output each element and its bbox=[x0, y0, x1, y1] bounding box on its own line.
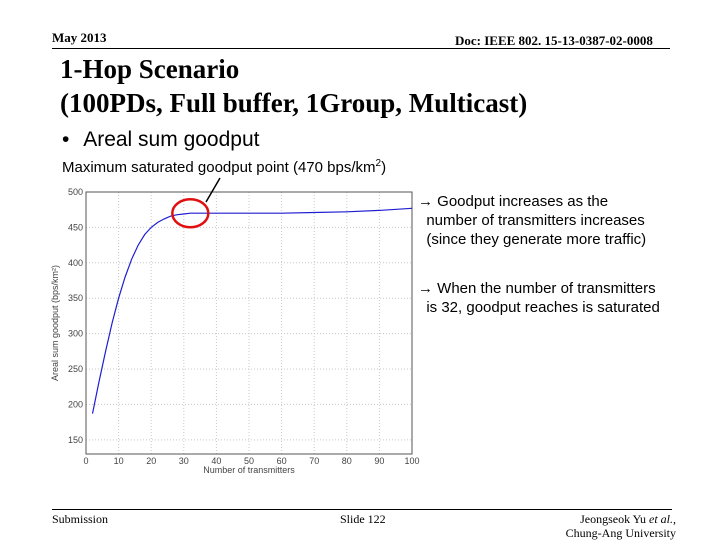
arrow-icon: → bbox=[418, 193, 433, 210]
x-tick-labels: 0 10 20 30 40 50 60 70 80 90 100 bbox=[83, 456, 419, 466]
annotation-goodput-increase-text: Goodput increases as the number of trans… bbox=[426, 193, 647, 248]
saturation-note-sup: 2 bbox=[375, 158, 382, 169]
footer-affiliation: Chung-Ang University bbox=[565, 526, 676, 540]
footer-submission: Submission bbox=[52, 512, 109, 526]
x-tick-label: 60 bbox=[277, 456, 287, 466]
saturation-circle bbox=[171, 197, 210, 229]
annotation-saturation: → When the number of transmitters is 32,… bbox=[418, 279, 660, 317]
y-tick-label: 300 bbox=[68, 329, 83, 339]
y-tick-label: 350 bbox=[68, 293, 83, 303]
slide-title: 1-Hop Scenario (100PDs, Full buffer, 1Gr… bbox=[60, 52, 527, 120]
x-tick-label: 80 bbox=[342, 456, 352, 466]
arrow-icon: → bbox=[418, 280, 433, 297]
x-tick-label: 0 bbox=[83, 456, 88, 466]
y-tick-label: 400 bbox=[68, 258, 83, 268]
y-tick-label: 150 bbox=[68, 435, 83, 445]
chart-grid bbox=[85, 191, 413, 454]
goodput-line bbox=[91, 207, 413, 414]
header-rule bbox=[52, 48, 670, 49]
bullet-item: • Areal sum goodput bbox=[62, 128, 259, 152]
y-axis-label: Areal sum goodput (bps/km²) bbox=[50, 265, 60, 381]
saturation-note-text: Maximum saturated goodput point (470 bps… bbox=[62, 159, 376, 176]
x-tick-label: 100 bbox=[404, 456, 419, 466]
footer-author-name: Jeongseok Yu bbox=[580, 512, 646, 526]
footer-author-etal: et al., bbox=[649, 512, 676, 526]
x-tick-label: 90 bbox=[374, 456, 384, 466]
y-tick-label: 200 bbox=[68, 399, 83, 409]
bullet-dot: • bbox=[62, 128, 70, 151]
x-tick-label: 20 bbox=[146, 456, 156, 466]
y-tick-label: 250 bbox=[68, 364, 83, 374]
bullet-text: Areal sum goodput bbox=[83, 128, 260, 151]
x-tick-label: 30 bbox=[179, 456, 189, 466]
footer-slide-number: Slide 122 bbox=[340, 512, 386, 526]
x-axis-label: Number of transmitters bbox=[203, 465, 295, 475]
y-tick-label: 450 bbox=[68, 222, 83, 232]
plot-frame bbox=[85, 191, 413, 455]
header-date: May 2013 bbox=[52, 30, 107, 45]
pointer-line bbox=[205, 177, 221, 203]
header-doc: Doc: IEEE 802. 15-13-0387-02-0008 bbox=[455, 33, 653, 48]
y-tick-labels: 500 450 400 350 300 250 200 150 bbox=[68, 187, 83, 445]
x-tick-label: 70 bbox=[309, 456, 319, 466]
x-tick-label: 40 bbox=[211, 456, 221, 466]
footer-author: Jeongseok Yu et al., Chung-Ang Universit… bbox=[550, 512, 676, 540]
annotation-saturation-text: When the number of transmitters is 32, g… bbox=[426, 280, 660, 316]
x-tick-label: 50 bbox=[244, 456, 254, 466]
saturation-note-end: ) bbox=[381, 159, 387, 176]
saturation-note: Maximum saturated goodput point (470 bps… bbox=[62, 158, 386, 176]
y-tick-label: 500 bbox=[68, 187, 83, 197]
title-line-1: 1-Hop Scenario bbox=[60, 54, 240, 84]
x-tick-label: 10 bbox=[114, 456, 124, 466]
footer-rule bbox=[52, 509, 672, 510]
title-line-2: (100PDs, Full buffer, 1Group, Multicast) bbox=[60, 88, 528, 118]
annotation-goodput-increase: → Goodput increases as the number of tra… bbox=[418, 192, 646, 249]
